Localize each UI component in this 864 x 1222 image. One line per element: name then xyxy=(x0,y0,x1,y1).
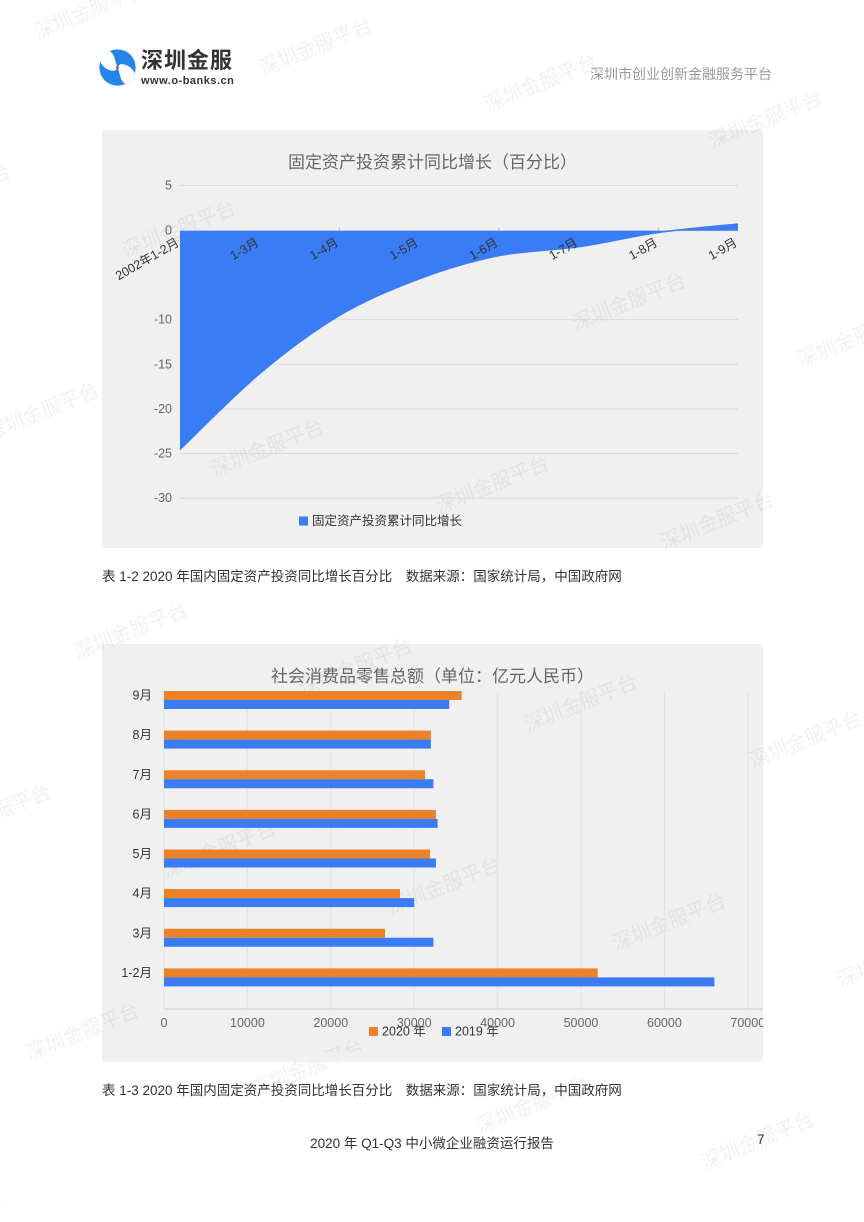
svg-text:9月: 9月 xyxy=(133,689,152,703)
svg-text:0: 0 xyxy=(161,1016,168,1030)
svg-text:4月: 4月 xyxy=(133,887,152,901)
svg-text:-10: -10 xyxy=(154,313,172,327)
svg-text:6月: 6月 xyxy=(133,807,152,821)
svg-text:1-2月: 1-2月 xyxy=(121,966,152,980)
svg-text:0: 0 xyxy=(165,224,172,238)
svg-text:固定资产投资累计同比增长: 固定资产投资累计同比增长 xyxy=(312,513,463,528)
svg-text:2002年1-2月: 2002年1-2月 xyxy=(113,235,181,283)
svg-text:8月: 8月 xyxy=(133,728,152,742)
svg-text:5月: 5月 xyxy=(133,847,152,861)
svg-text:50000: 50000 xyxy=(564,1016,599,1030)
svg-text:1-8月: 1-8月 xyxy=(626,235,659,262)
svg-text:7月: 7月 xyxy=(133,768,152,782)
svg-text:5: 5 xyxy=(165,178,172,192)
svg-text:-20: -20 xyxy=(154,402,172,416)
svg-text:3月: 3月 xyxy=(133,926,152,940)
svg-text:70000: 70000 xyxy=(730,1016,763,1030)
svg-text:10000: 10000 xyxy=(230,1016,265,1030)
svg-text:2019 年: 2019 年 xyxy=(455,1025,499,1039)
svg-text:-15: -15 xyxy=(154,357,172,371)
svg-text:20000: 20000 xyxy=(313,1016,348,1030)
svg-text:60000: 60000 xyxy=(647,1016,682,1030)
svg-text:2020 年: 2020 年 xyxy=(382,1025,426,1039)
svg-text:-30: -30 xyxy=(154,491,172,505)
svg-text:1-9月: 1-9月 xyxy=(706,235,739,262)
svg-text:-25: -25 xyxy=(154,447,172,461)
